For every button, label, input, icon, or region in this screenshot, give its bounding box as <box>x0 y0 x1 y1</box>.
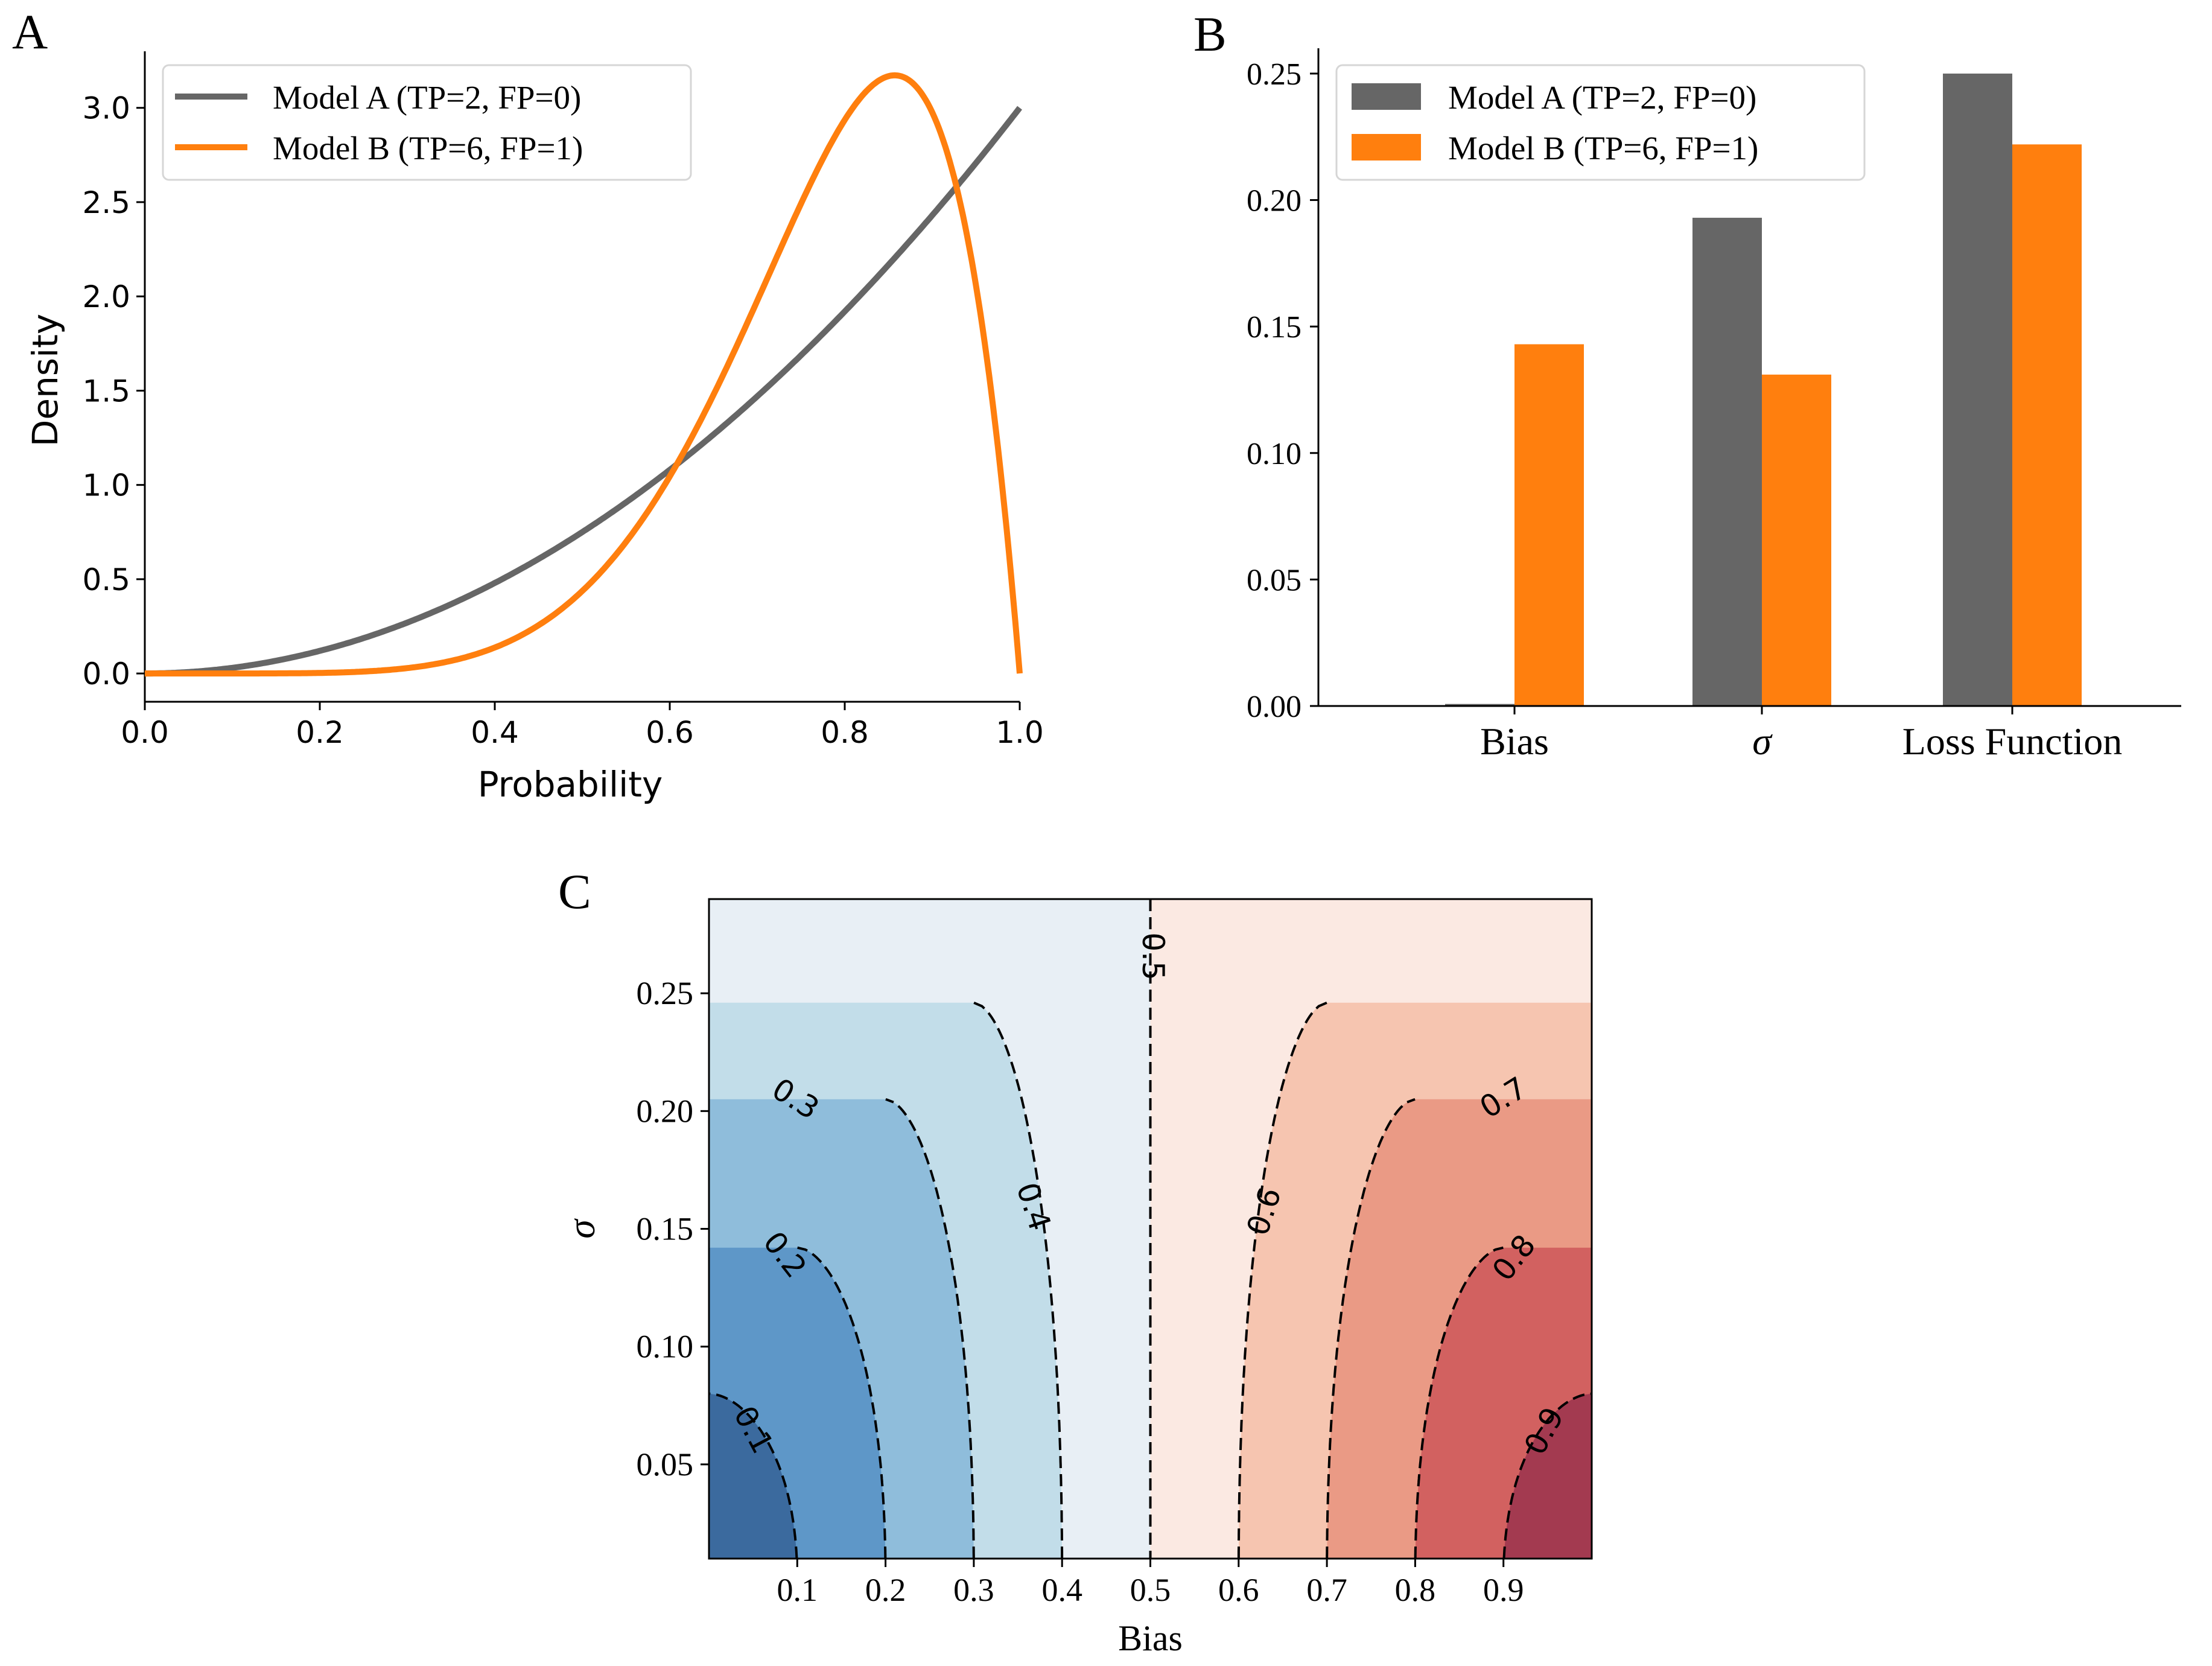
panel-b-x-tick-label: Loss Function <box>1902 720 2122 763</box>
panel-a-x-label: Probability <box>478 764 663 805</box>
panel-c: 0.10.20.30.40.50.60.70.80.90.1 0.2 0.3 0.4 0… <box>560 898 1593 1658</box>
panel-a-y-label: Density <box>25 314 66 447</box>
panel-a-legend <box>162 64 692 181</box>
panel-c-contour-line <box>973 1001 1064 1559</box>
panel-a-legend-label: Model A (TP=2, FP=0) <box>273 79 581 116</box>
panel-label-a: A <box>12 4 48 59</box>
panel-c-contour-label-text: 0.5 <box>1136 932 1171 981</box>
panel-b-x-tick-label: σ <box>1752 720 1773 763</box>
panel-c-y-label: σ <box>560 1218 603 1239</box>
panel-c-x-tick-label: 0.2 <box>865 1572 906 1608</box>
panel-a-legend-label: Model B (TP=6, FP=1) <box>273 130 583 167</box>
panel-b-bar <box>1943 73 2012 706</box>
panel-c-band <box>709 1393 797 1559</box>
panel-a-y-tick-label: 3.0 <box>82 91 130 126</box>
panel-a: 0.0 0.2 0.4 0.6 0.8 1.0 0.0 0.5 1.0 1.5 2.0 2.5 3.0 P… <box>25 51 1044 805</box>
panel-c-contour-line <box>1414 1246 1504 1559</box>
panel-c-x-label: Bias <box>1118 1618 1183 1658</box>
panel-c-contour-line <box>1237 1001 1327 1559</box>
panel-a-y-tick-label: 1.5 <box>82 374 130 409</box>
panel-a-x-tick-label: 0.6 <box>646 715 694 750</box>
panel-a-series-line-2 <box>144 72 1023 677</box>
panel-c-x-tick-label: 0.8 <box>1395 1572 1436 1608</box>
panel-label-b: B <box>1193 7 1227 62</box>
panel-c-contour-line <box>1502 1392 1592 1559</box>
panel-a-x-tick-label: 1.0 <box>996 715 1044 750</box>
panel-a-x-tick-label: 0.2 <box>296 715 344 750</box>
panel-b-bar <box>1692 217 1762 706</box>
panel-b-bar <box>1445 704 1514 706</box>
panel-b-bar <box>1514 344 1584 706</box>
panel-c-y-tick-label: 0.25 <box>637 975 694 1011</box>
panel-a-y-tick-label: 2.5 <box>82 185 130 220</box>
panel-c-x-tick-label: 0.3 <box>953 1572 994 1608</box>
panel-a-series-line-1 <box>144 106 1022 677</box>
panel-b-y-tick-label: 0.10 <box>1247 437 1301 471</box>
panel-c-contour-line <box>709 1392 798 1559</box>
panel-c-x-tick-label: 0.9 <box>1483 1572 1524 1608</box>
panel-c-y-tick-label: 0.15 <box>637 1211 694 1247</box>
panel-c-x-tick-label: 0.7 <box>1306 1572 1347 1608</box>
panel-c-contour-line <box>885 1098 975 1559</box>
panel-a-y-tick-label: 1.0 <box>82 468 130 503</box>
panel-c-contour-line <box>797 1246 887 1559</box>
panel-c-contours <box>709 899 1592 1559</box>
panel-b-bar <box>1762 374 1831 706</box>
panel-b-legend-swatch <box>1352 134 1421 161</box>
panel-b-legend-label: Model A (TP=2, FP=0) <box>1448 79 1756 116</box>
panel-c-x-tick-label: 0.1 <box>777 1572 818 1608</box>
panel-c-bands <box>709 899 1592 1559</box>
panel-b-legend-swatch <box>1352 83 1421 110</box>
panel-c-y-tick-label: 0.05 <box>637 1446 694 1483</box>
panel-b: 0.00 0.05 0.10 0.15 0.20 0.25 Bias σ Loss Functi… <box>1247 48 2181 763</box>
panel-b-y-tick-label: 0.25 <box>1247 57 1301 92</box>
panel-c-x-tick-label: 0.6 <box>1218 1572 1259 1608</box>
panel-c-y-tick-label: 0.20 <box>637 1093 694 1129</box>
panel-a-x-tick-label: 0.8 <box>821 715 869 750</box>
panel-b-legend-label: Model B (TP=6, FP=1) <box>1448 130 1758 167</box>
panel-c-x-tick-label: 0.5 <box>1130 1572 1171 1608</box>
panel-b-legend <box>1335 64 1866 181</box>
panel-a-x-tick-label: 0.4 <box>471 715 519 750</box>
panel-b-x-tick-label: Bias <box>1480 720 1549 763</box>
panel-c-x-tick-label: 0.4 <box>1041 1572 1082 1608</box>
panel-a-y-tick-label: 0.5 <box>82 562 130 597</box>
panel-c-contour-line <box>1326 1098 1416 1559</box>
panel-a-x-tick-label: 0.0 <box>121 715 169 750</box>
panel-c-contour-label: 0.5 <box>1136 932 1171 981</box>
panel-b-bar <box>2012 144 2082 707</box>
panel-b-y-tick-label: 0.15 <box>1247 310 1301 345</box>
panel-b-y-tick-label: 0.00 <box>1247 690 1301 724</box>
panel-b-y-tick-label: 0.05 <box>1247 563 1301 597</box>
panel-label-c: C <box>558 864 591 919</box>
panel-c-y-tick-label: 0.10 <box>637 1329 694 1365</box>
panel-a-y-tick-label: 0.0 <box>82 657 130 692</box>
panel-b-y-tick-label: 0.20 <box>1247 184 1301 218</box>
panel-c-band <box>1504 1393 1592 1559</box>
panel-a-y-tick-label: 2.0 <box>82 279 130 314</box>
